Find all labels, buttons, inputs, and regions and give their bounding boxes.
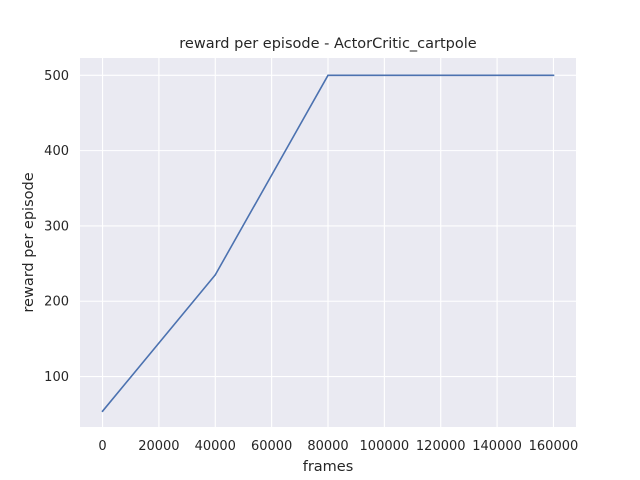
series-layer: [101, 74, 555, 413]
x-axis-ticks: 0 20000 40000 60000 80000 100000 120000 140000 1…: [98, 439, 578, 454]
series-line: [101, 74, 555, 413]
x-tick-label: 100000: [360, 439, 410, 454]
y-tick-label: 400: [44, 144, 69, 159]
y-tick-label: 100: [44, 370, 69, 385]
y-tick-label: 500: [44, 69, 69, 84]
x-axis-label: frames: [303, 459, 354, 475]
data-point: [214, 274, 217, 276]
x-tick-label: 20000: [138, 439, 179, 454]
x-tick-label: 160000: [529, 439, 579, 454]
data-point: [327, 74, 329, 77]
x-tick-label: 120000: [416, 439, 466, 454]
y-tick-label: 300: [44, 219, 69, 234]
y-axis-label: reward per episode: [21, 172, 37, 312]
data-point: [552, 74, 555, 77]
y-axis-ticks: 100 200 300 400 500: [44, 69, 69, 385]
chart-title: reward per episode - ActorCritic_cartpol…: [179, 36, 476, 52]
y-tick-label: 200: [44, 295, 69, 310]
x-tick-label: 40000: [195, 439, 236, 454]
x-tick-label: 80000: [307, 439, 348, 454]
x-tick-label: 0: [98, 439, 106, 454]
data-point: [101, 410, 104, 412]
x-tick-label: 140000: [472, 439, 522, 454]
x-tick-label: 60000: [251, 439, 292, 454]
